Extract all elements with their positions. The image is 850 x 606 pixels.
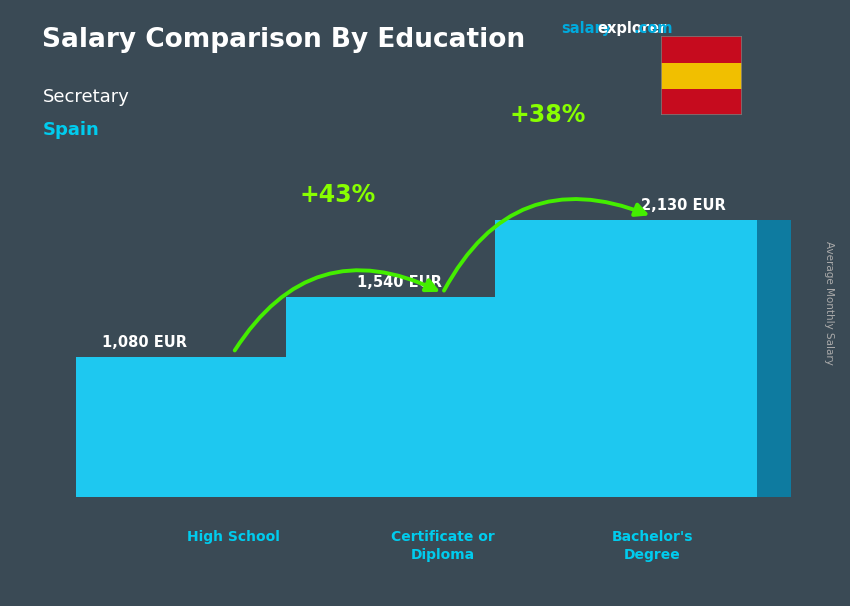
Text: .com: .com: [633, 21, 672, 36]
Text: salary: salary: [561, 21, 611, 36]
Bar: [76, 357, 338, 497]
Bar: [661, 36, 742, 63]
Bar: [661, 63, 742, 88]
Text: Spain: Spain: [42, 121, 99, 139]
Text: Certificate or
Diploma: Certificate or Diploma: [391, 530, 495, 562]
Bar: [661, 88, 742, 115]
Bar: [286, 297, 547, 497]
Text: Secretary: Secretary: [42, 88, 129, 106]
Text: Salary Comparison By Education: Salary Comparison By Education: [42, 27, 525, 53]
Text: 1,540 EUR: 1,540 EUR: [357, 275, 441, 290]
Polygon shape: [338, 357, 390, 497]
Bar: [495, 221, 756, 497]
Text: +38%: +38%: [509, 102, 586, 127]
Text: High School: High School: [187, 530, 280, 544]
Text: explorer: explorer: [598, 21, 667, 36]
Text: +43%: +43%: [300, 183, 376, 207]
Polygon shape: [756, 221, 809, 497]
Text: Average Monthly Salary: Average Monthly Salary: [824, 241, 834, 365]
Text: 1,080 EUR: 1,080 EUR: [102, 335, 187, 350]
Text: 2,130 EUR: 2,130 EUR: [641, 198, 726, 213]
Polygon shape: [547, 297, 600, 497]
Text: Bachelor's
Degree: Bachelor's Degree: [611, 530, 693, 562]
